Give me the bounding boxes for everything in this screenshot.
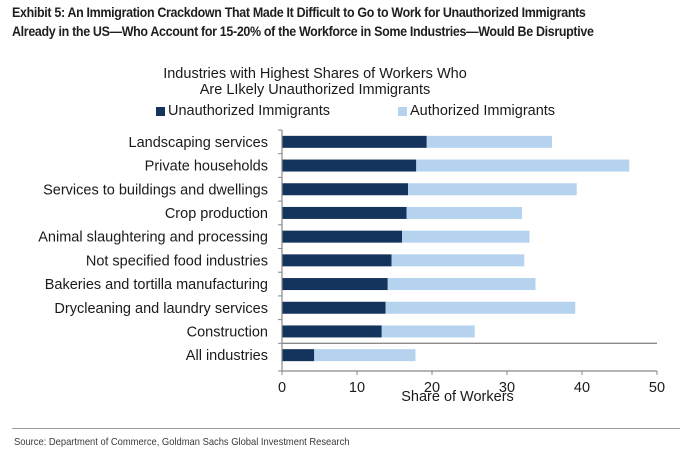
bar-authorized [381,325,475,338]
legend-item-authorized: Authorized Immigrants [398,103,555,119]
category-label: Private households [145,159,268,175]
bar-authorized [406,206,522,219]
category-label: All industries [186,348,268,364]
legend-label-authorized: Authorized Immigrants [410,103,556,119]
bar-authorized [402,230,530,243]
category-label: Crop production [165,206,268,222]
chart-title-line-2: Are LIkely Unauthorized Immigrants [199,82,431,98]
bar-unauthorized [282,325,382,338]
bar-unauthorized [282,183,408,196]
x-axis-title: Share of Workers [401,389,514,405]
exhibit-title-line-2: Already in the US—Who Account for 15-20%… [12,24,594,39]
bar-authorized [314,349,416,362]
exhibit-title: Exhibit 5: An Immigration Crackdown That… [12,3,633,41]
category-label: Services to buildings and dwellings [43,182,268,198]
x-tick-label: 40 [574,380,590,396]
legend-swatch-unauthorized [156,106,165,116]
category-label: Not specified food industries [86,253,268,269]
chart-title-line-1: Industries with Highest Shares of Worker… [163,66,467,82]
bar-unauthorized [282,301,386,314]
x-tick-label: 10 [349,380,365,396]
bar-authorized [385,301,576,314]
bar-unauthorized [282,349,315,362]
bar-authorized [387,278,536,291]
category-label: Drycleaning and laundry services [54,301,268,317]
legend-item-unauthorized: Unauthorized Immigrants [156,103,330,119]
axes-group [278,129,658,375]
category-label: Bakeries and tortilla manufacturing [45,277,268,293]
category-label: Landscaping services [129,135,268,151]
category-label: Animal slaughtering and processing [38,230,268,246]
bar-authorized [416,159,630,172]
labels-group: Landscaping services Private households Se… [38,135,665,405]
bar-unauthorized [282,206,407,219]
legend-label-unauthorized: Unauthorized Immigrants [168,103,330,119]
x-tick-label: 30 [499,380,515,396]
bars-group [282,135,630,362]
category-label: Construction [187,324,268,340]
bar-unauthorized [282,278,388,291]
bar-unauthorized [282,159,417,172]
chart-title: Industries with Highest Shares of Worker… [150,66,480,98]
footer-divider [12,428,680,429]
x-tick-label: 20 [424,380,440,396]
exhibit-title-line-1: Exhibit 5: An Immigration Crackdown That… [12,5,586,20]
bar-authorized [391,254,525,267]
bar-authorized [426,135,552,148]
bar-unauthorized [282,135,427,148]
source-note: Source: Department of Commerce, Goldman … [14,437,350,448]
x-tick-label: 50 [649,380,665,396]
bar-unauthorized [282,254,392,267]
x-tick-label: 0 [278,380,286,396]
bar-authorized [408,183,577,196]
bar-unauthorized [282,230,402,243]
legend-swatch-authorized [398,106,407,116]
